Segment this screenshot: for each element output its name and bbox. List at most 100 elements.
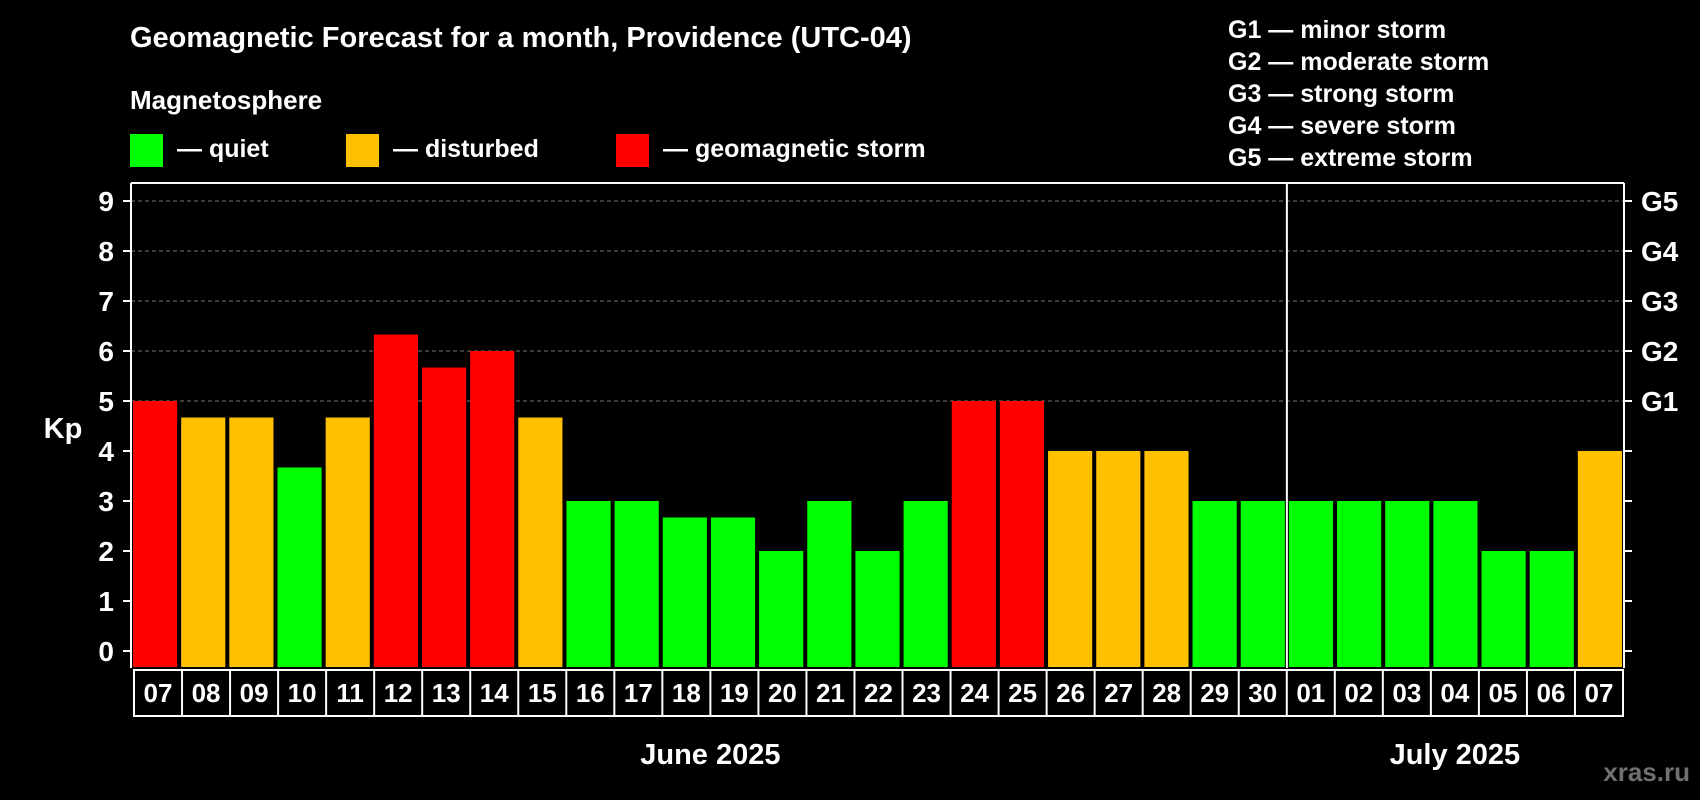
x-tick-label-17: 24 bbox=[960, 678, 989, 708]
bar-14 bbox=[807, 501, 852, 667]
bar-8 bbox=[518, 417, 563, 667]
x-tick-label-16: 23 bbox=[912, 678, 941, 708]
x-tick-label-23: 30 bbox=[1248, 678, 1277, 708]
g-scale-label-g4: G4 bbox=[1641, 236, 1679, 267]
x-tick-label-4: 11 bbox=[336, 678, 364, 708]
y-tick-label-2: 2 bbox=[98, 536, 114, 567]
legend: — quiet — disturbed — geomagnetic storm bbox=[130, 134, 926, 167]
legend-label-disturbed: — disturbed bbox=[393, 135, 539, 163]
bar-28 bbox=[1481, 551, 1526, 667]
bar-25 bbox=[1337, 501, 1382, 667]
x-tick-label-26: 03 bbox=[1392, 678, 1421, 708]
g-scale-label-g2: G2 bbox=[1641, 336, 1678, 367]
legend-swatch-storm bbox=[616, 134, 649, 167]
y-tick-label-0: 0 bbox=[98, 636, 114, 667]
bar-10 bbox=[614, 501, 659, 667]
bar-17 bbox=[951, 401, 996, 667]
x-tick-label-15: 22 bbox=[864, 678, 893, 708]
bar-11 bbox=[662, 517, 707, 667]
y-tick-label-5: 5 bbox=[98, 386, 114, 417]
axes bbox=[123, 182, 1632, 668]
bar-18 bbox=[999, 401, 1045, 667]
chart-title: Geomagnetic Forecast for a month, Provid… bbox=[130, 22, 912, 54]
y-axis-label: Kp bbox=[44, 413, 83, 445]
storm-scale-legend: G1 — minor storm G2 — moderate storm G3 … bbox=[1228, 16, 1489, 172]
legend-swatch-quiet bbox=[130, 134, 163, 167]
y-tick-label-1: 1 bbox=[98, 586, 114, 617]
x-tick-label-28: 05 bbox=[1488, 678, 1517, 708]
x-tick-label-11: 18 bbox=[672, 678, 701, 708]
x-tick-label-9: 16 bbox=[576, 678, 605, 708]
bar-20 bbox=[1096, 451, 1141, 667]
x-tick-label-1: 08 bbox=[192, 678, 221, 708]
bar-21 bbox=[1144, 451, 1189, 667]
x-tick-label-18: 25 bbox=[1008, 678, 1037, 708]
y-tick-label-8: 8 bbox=[98, 236, 114, 267]
bar-4 bbox=[325, 417, 370, 667]
legend-label-storm: — geomagnetic storm bbox=[663, 135, 926, 163]
x-tick-label-3: 10 bbox=[288, 678, 317, 708]
storm-scale-g3: G3 — strong storm bbox=[1228, 80, 1454, 108]
storm-scale-g1: G1 — minor storm bbox=[1228, 16, 1446, 44]
g-scale-label-g5: G5 bbox=[1641, 186, 1678, 217]
y-tick-label-9: 9 bbox=[98, 186, 114, 217]
x-tick-label-0: 07 bbox=[144, 678, 173, 708]
x-label-frame bbox=[133, 669, 1624, 717]
legend-subtitle: Magnetosphere bbox=[130, 85, 322, 115]
bar-27 bbox=[1433, 501, 1478, 667]
x-tick-label-14: 21 bbox=[816, 678, 845, 708]
x-tick-label-10: 17 bbox=[624, 678, 653, 708]
legend-label-quiet: — quiet bbox=[177, 135, 269, 163]
y-tick-label-3: 3 bbox=[98, 486, 114, 517]
x-tick-label-21: 28 bbox=[1152, 678, 1181, 708]
x-tick-label-29: 06 bbox=[1536, 678, 1565, 708]
storm-scale-g4: G4 — severe storm bbox=[1228, 112, 1456, 140]
bar-6 bbox=[421, 367, 467, 667]
x-tick-label-20: 27 bbox=[1104, 678, 1133, 708]
bar-1 bbox=[181, 417, 226, 667]
storm-scale-g2: G2 — moderate storm bbox=[1228, 48, 1489, 76]
bar-0 bbox=[133, 401, 178, 667]
bar-26 bbox=[1385, 501, 1430, 667]
x-tick-label-13: 20 bbox=[768, 678, 797, 708]
bar-5 bbox=[373, 334, 418, 667]
x-tick-label-7: 14 bbox=[480, 678, 509, 708]
g-scale-labels: G1 G2 G3 G4 G5 bbox=[1641, 186, 1679, 417]
month-label-0: June 2025 bbox=[640, 739, 780, 771]
bar-9 bbox=[566, 501, 611, 667]
bars bbox=[133, 334, 1622, 667]
bar-2 bbox=[229, 417, 274, 667]
x-tick-label-2: 09 bbox=[240, 678, 269, 708]
x-tick-label-24: 01 bbox=[1296, 678, 1325, 708]
x-tick-label-5: 12 bbox=[384, 678, 413, 708]
legend-swatch-disturbed bbox=[346, 134, 379, 167]
bar-24 bbox=[1288, 501, 1334, 667]
g-scale-label-g1: G1 bbox=[1641, 386, 1678, 417]
bar-13 bbox=[759, 551, 804, 667]
g-scale-label-g3: G3 bbox=[1641, 286, 1678, 317]
bar-29 bbox=[1529, 551, 1574, 667]
bar-23 bbox=[1240, 501, 1285, 667]
x-tick-label-19: 26 bbox=[1056, 678, 1085, 708]
x-tick-label-8: 15 bbox=[528, 678, 557, 708]
bar-19 bbox=[1048, 451, 1093, 667]
bar-16 bbox=[903, 501, 948, 667]
x-tick-label-27: 04 bbox=[1440, 678, 1469, 708]
x-tick-labels: 07 08 09 10 11 12 13 14 15 16 17 18 19 20 21 22 23 24 25 26… bbox=[133, 669, 1624, 717]
bar-7 bbox=[470, 351, 515, 667]
x-tick-label-6: 13 bbox=[432, 678, 461, 708]
y-tick-labels: 0 1 2 3 4 5 6 7 8 9 bbox=[98, 186, 114, 667]
storm-scale-g5: G5 — extreme storm bbox=[1228, 144, 1473, 172]
x-tick-label-25: 02 bbox=[1344, 678, 1373, 708]
x-tick-label-30: 07 bbox=[1585, 678, 1614, 708]
bar-22 bbox=[1192, 501, 1237, 667]
x-tick-label-22: 29 bbox=[1200, 678, 1229, 708]
bar-12 bbox=[710, 517, 756, 667]
watermark: xras.ru bbox=[1603, 757, 1690, 787]
month-labels: June 2025 July 2025 bbox=[640, 739, 1520, 771]
y-tick-label-6: 6 bbox=[98, 336, 114, 367]
y-tick-label-4: 4 bbox=[98, 436, 114, 467]
bar-30 bbox=[1577, 451, 1622, 667]
x-tick-label-12: 19 bbox=[720, 678, 749, 708]
